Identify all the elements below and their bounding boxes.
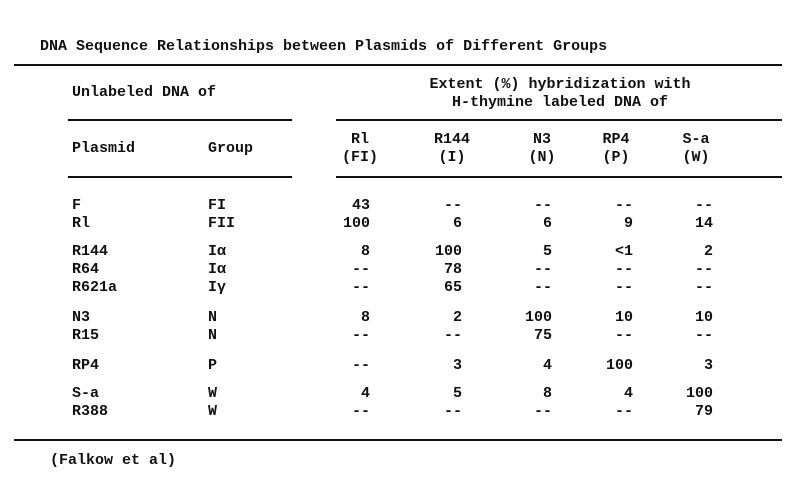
row-value-cell: -- (694, 197, 713, 214)
col-rl-name: Rl (350, 131, 369, 148)
row-value-cell: -- (443, 403, 462, 420)
row-plasmid: R64 (72, 261, 100, 278)
top-rule (14, 64, 782, 66)
row-plasmid: RP4 (72, 357, 100, 374)
row-value-cell: 3 (452, 357, 462, 374)
row-plasmid: N3 (72, 309, 91, 326)
row-value-cell: 100 (524, 309, 552, 326)
hybridization-header-line1: Extent (%) hybridization with (429, 76, 691, 93)
row-value-cell: 100 (434, 243, 462, 260)
row-value-cell: -- (614, 279, 633, 296)
row-value-cell: 100 (605, 357, 633, 374)
row-group: P (208, 357, 218, 374)
row-value-cell: 8 (360, 243, 370, 260)
right-header-rule (336, 119, 782, 121)
left-column-rule (68, 176, 292, 178)
source-footnote: (Falkow et al) (50, 452, 177, 469)
row-value-cell: 78 (443, 261, 462, 278)
row-value-cell: -- (614, 327, 633, 344)
row-value-cell: 4 (360, 385, 370, 402)
col-sa-group: (W) (682, 149, 710, 166)
row-value-cell: -- (614, 197, 633, 214)
col-group-header: Group (208, 140, 254, 157)
row-value-cell: 2 (703, 243, 713, 260)
col-r144-group: (I) (438, 149, 466, 166)
row-value-cell: 8 (542, 385, 552, 402)
row-value-cell: -- (533, 403, 552, 420)
row-value-cell: 75 (533, 327, 552, 344)
row-value-cell: 5 (542, 243, 552, 260)
row-plasmid: Rl (72, 215, 91, 232)
row-value-cell: <1 (614, 243, 633, 260)
row-value-cell: 6 (542, 215, 552, 232)
row-plasmid: S-a (72, 385, 100, 402)
row-plasmid: R388 (72, 403, 109, 420)
row-value-cell: -- (533, 197, 552, 214)
hybridization-header-line2: H-thymine labeled DNA of (451, 94, 669, 111)
row-value-cell: -- (351, 357, 370, 374)
row-value-cell: -- (533, 279, 552, 296)
row-group: Iα (208, 261, 227, 278)
table-title: DNA Sequence Relationships between Plasm… (40, 38, 608, 55)
row-value-cell: 65 (443, 279, 462, 296)
col-plasmid-header: Plasmid (72, 140, 136, 157)
col-rp4-group: (P) (602, 149, 630, 166)
row-group: Iα (208, 243, 227, 260)
row-value-cell: -- (351, 327, 370, 344)
row-value-cell: -- (443, 197, 462, 214)
col-rl-group: (FI) (341, 149, 378, 166)
bottom-rule (14, 439, 782, 441)
row-group: W (208, 403, 218, 420)
col-r144-name: R144 (433, 131, 470, 148)
row-value-cell: 10 (694, 309, 713, 326)
row-value-cell: -- (351, 403, 370, 420)
row-value-cell: 100 (342, 215, 370, 232)
row-value-cell: 4 (542, 357, 552, 374)
right-column-rule (336, 176, 782, 178)
row-value-cell: -- (351, 261, 370, 278)
row-value-cell: 5 (452, 385, 462, 402)
col-rp4-name: RP4 (602, 131, 630, 148)
row-value-cell: 43 (351, 197, 370, 214)
row-value-cell: -- (614, 261, 633, 278)
row-plasmid: F (72, 197, 82, 214)
row-plasmid: R621a (72, 279, 118, 296)
row-plasmid: R144 (72, 243, 109, 260)
row-value-cell: -- (614, 403, 633, 420)
row-group: N (208, 327, 218, 344)
row-value-cell: -- (694, 279, 713, 296)
row-value-cell: 9 (623, 215, 633, 232)
row-value-cell: 14 (694, 215, 713, 232)
row-value-cell: 100 (685, 385, 713, 402)
row-value-cell: 8 (360, 309, 370, 326)
row-group: FII (208, 215, 236, 232)
row-value-cell: 79 (694, 403, 713, 420)
row-group: N (208, 309, 218, 326)
left-header-rule (68, 119, 292, 121)
row-group: W (208, 385, 218, 402)
row-group: Iγ (208, 279, 227, 296)
row-group: FI (208, 197, 227, 214)
row-value-cell: 6 (452, 215, 462, 232)
row-value-cell: 2 (452, 309, 462, 326)
row-value-cell: -- (351, 279, 370, 296)
col-n3-name: N3 (532, 131, 551, 148)
row-value-cell: -- (533, 261, 552, 278)
row-value-cell: 10 (614, 309, 633, 326)
col-sa-name: S-a (682, 131, 710, 148)
unlabeled-dna-header: Unlabeled DNA of (72, 84, 217, 101)
row-plasmid: R15 (72, 327, 100, 344)
col-n3-group: (N) (528, 149, 556, 166)
row-value-cell: -- (694, 327, 713, 344)
row-value-cell: -- (694, 261, 713, 278)
row-value-cell: -- (443, 327, 462, 344)
row-value-cell: 4 (623, 385, 633, 402)
row-value-cell: 3 (703, 357, 713, 374)
